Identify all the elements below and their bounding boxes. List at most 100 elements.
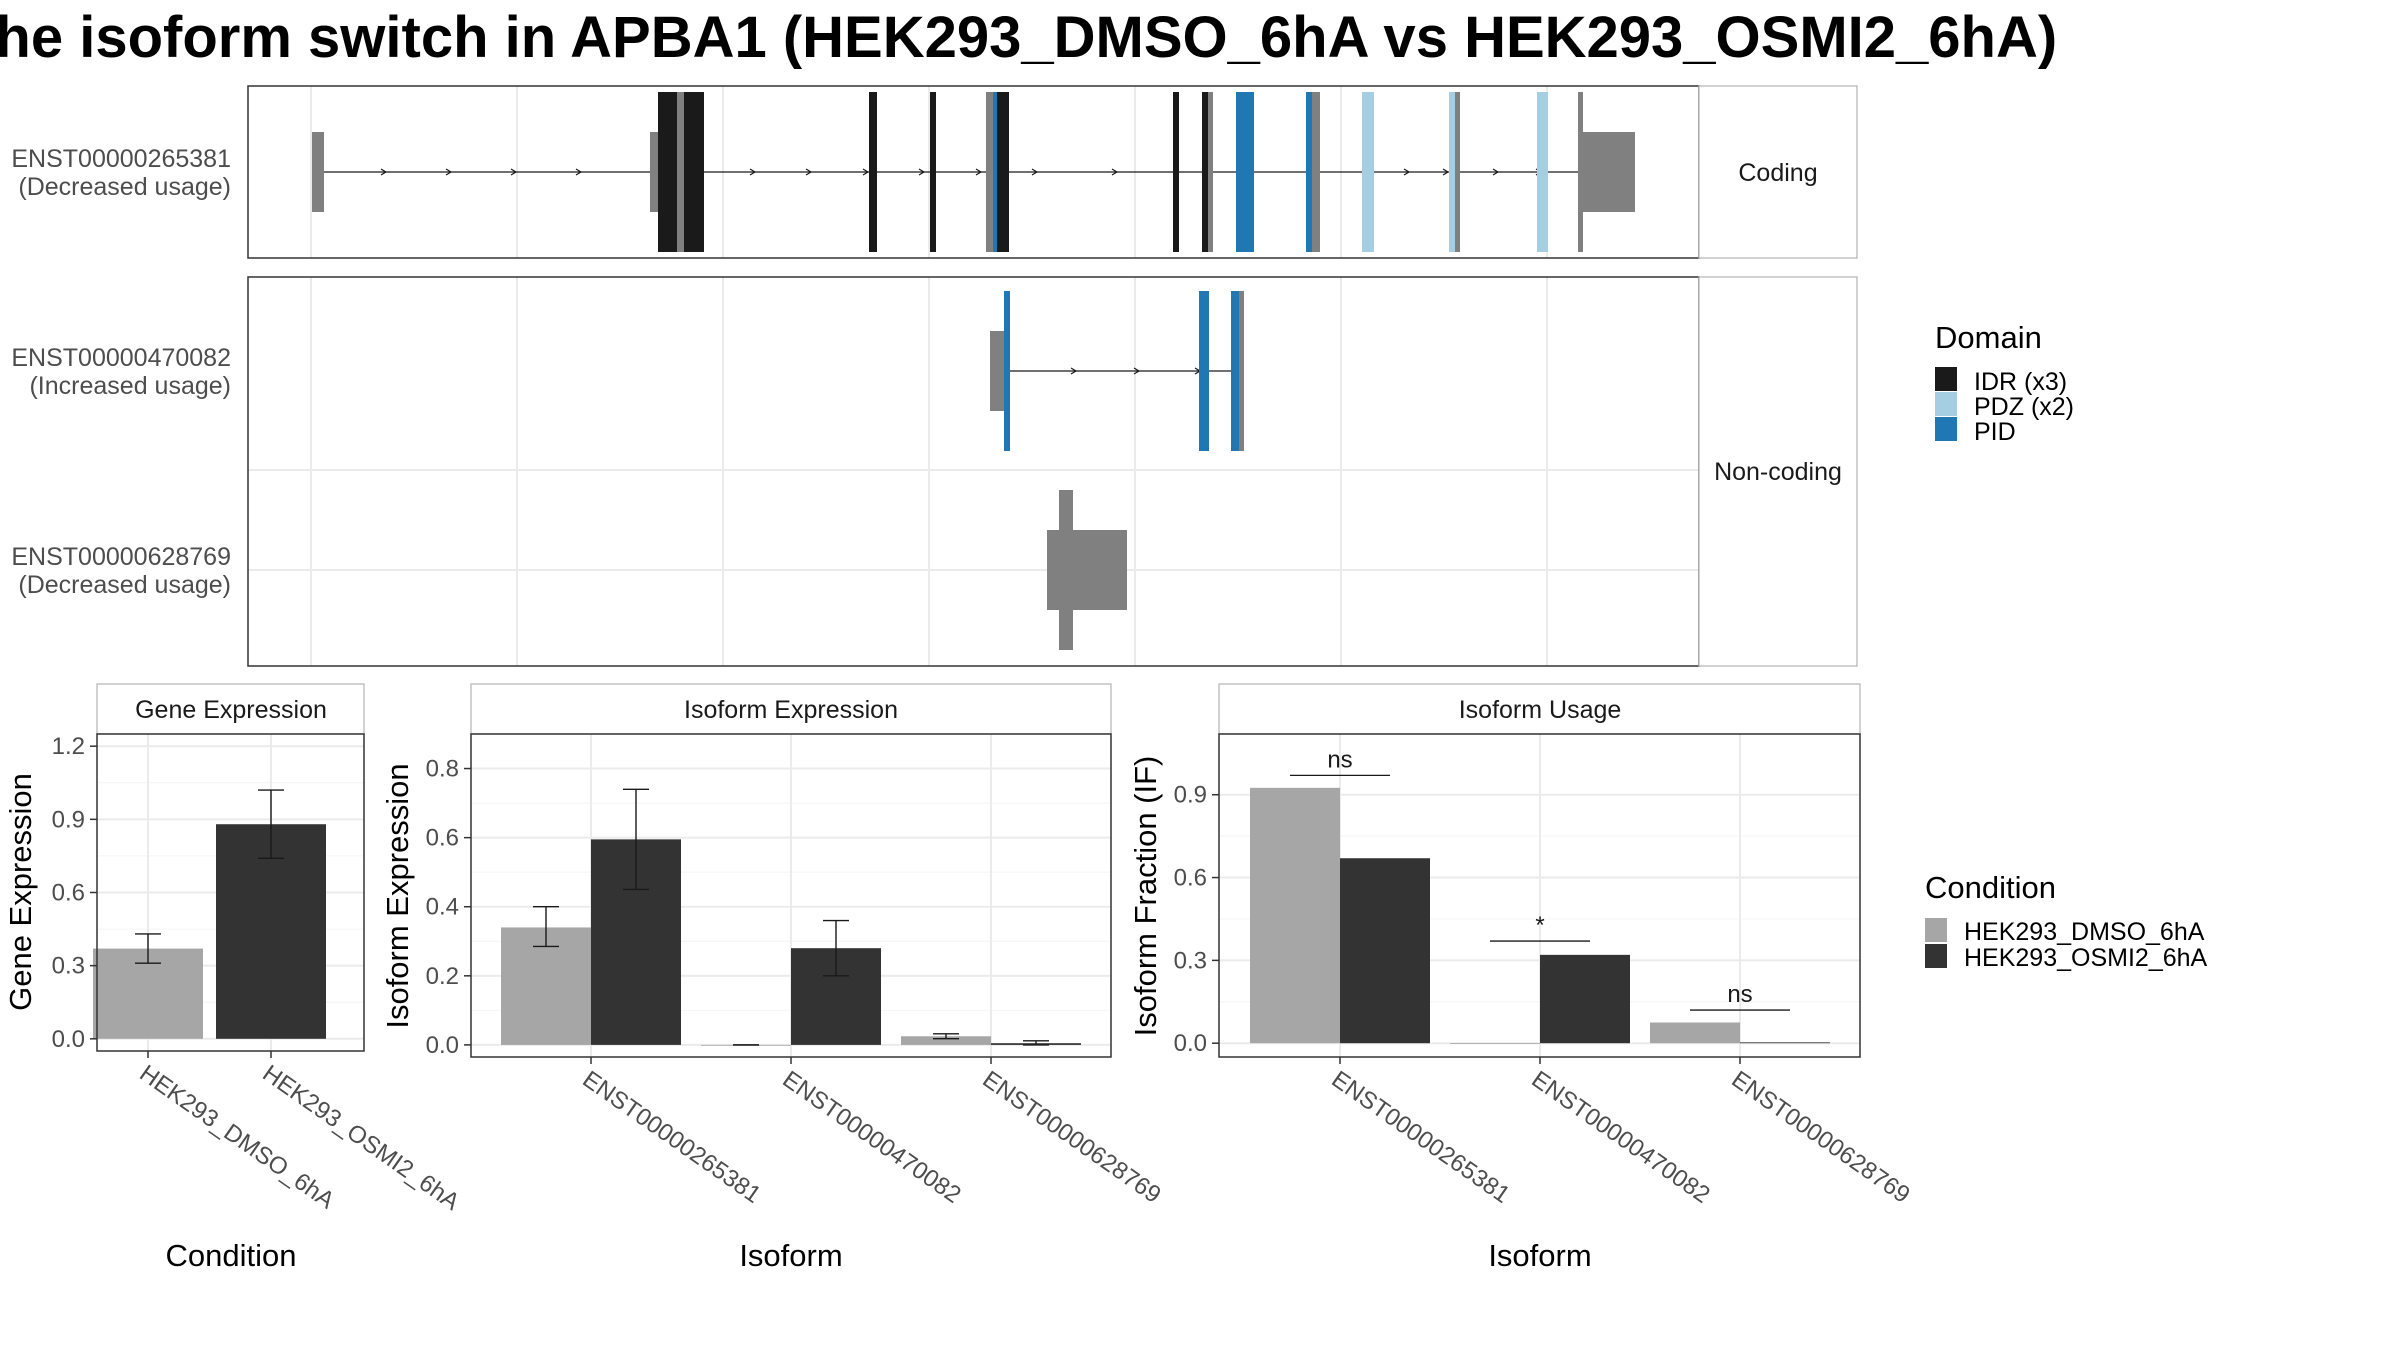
isoform-expression-xtick-label-1: ENST00000470082: [778, 1066, 966, 1209]
gene-expression-y-axis-title: Gene Expression: [3, 773, 38, 1011]
isoform-expression-strip-title: Isoform Expression: [684, 696, 898, 724]
transcript-1-exon-19: [1449, 92, 1455, 252]
transcript-1-exon-4: [677, 92, 684, 252]
transcript-1-exon-6: [869, 92, 877, 252]
transcript-1-strand-arrow-9: [1031, 168, 1039, 176]
isoform-usage-ytick-label-0: 0.0: [1174, 1030, 1207, 1057]
facet-strip-noncoding: [1698, 276, 1858, 667]
transcript-1-exon-10: [997, 92, 1001, 252]
transcript-1-strand-arrow-0: [380, 168, 388, 176]
isoform-usage-bar-osmi-2: [1740, 1042, 1830, 1044]
transcript-1-strand-arrow-10: [1111, 168, 1119, 176]
isoform-expression-ytick-label-1: 0.2: [426, 963, 459, 990]
gene-expression-ytick-label-4: 1.2: [52, 733, 85, 760]
transcript-1-exon-23: [1583, 132, 1635, 212]
transcript-1-exon-1: [650, 132, 658, 212]
domain-legend-title: Domain: [1935, 320, 2042, 355]
transcript-1-exon-18: [1362, 92, 1374, 252]
gene-expression-xtick-label-1: HEK293_OSMI2_6hA: [258, 1060, 465, 1216]
transcript-3-exon-1: [1047, 530, 1127, 610]
isoform-usage-panel: Isoform Usage ns * ns 0.0 0.3 0.6 0.9 ENST0000…: [1128, 683, 1915, 1273]
transcript-usage-2: (Increased usage): [29, 372, 231, 400]
transcript-1-exon-22: [1578, 92, 1583, 252]
legend-label-dmso: HEK293_DMSO_6hA: [1964, 918, 2205, 946]
isoform-usage-xtick-label-1: ENST00000470082: [1527, 1066, 1715, 1209]
isoform-expression-ytick-label-2: 0.4: [426, 894, 459, 921]
isoform-usage-bar-dmso-0: [1250, 787, 1340, 1044]
gene-expression-bar-1: [216, 824, 326, 1039]
transcript-2-exon-3: [1231, 291, 1239, 451]
isoform-usage-significance-label-0: ns: [1327, 746, 1352, 773]
transcript-1-exon-3: [670, 92, 678, 252]
gene-expression-strip-title: Gene Expression: [135, 696, 327, 724]
transcript-1-exon-0: [312, 132, 324, 212]
transcript-2-exon-0: [990, 331, 1004, 411]
isoform-expression-panel: Isoform Expression 0.0 0.2 0.4 0.6 0.8 ENST00…: [380, 683, 1166, 1273]
legend-label-idr: IDR (x3): [1974, 368, 2067, 396]
transcript-1-exon-20: [1455, 92, 1460, 252]
isoform-expression-x-axis-title: Isoform: [739, 1238, 842, 1273]
legend-label-pdz: PDZ (x2): [1974, 393, 2074, 421]
condition-legend-title: Condition: [1925, 870, 2056, 905]
transcript-1-exon-13: [1202, 92, 1208, 252]
legend-key-osmi: [1925, 944, 1947, 968]
transcript-1-exon-14: [1208, 92, 1213, 252]
transcript-1-exon-9: [993, 92, 997, 252]
legend-label-pid: PID: [1974, 418, 2016, 446]
isoform-expression-xtick-label-0: ENST00000265381: [578, 1066, 766, 1209]
transcript-1-exon-16: [1306, 92, 1312, 252]
legend-label-osmi: HEK293_OSMI2_6hA: [1964, 944, 2208, 972]
isoform-usage-strip-title: Isoform Usage: [1459, 696, 1622, 724]
transcript-1-exon-17: [1312, 92, 1320, 252]
legend-key-pid: [1935, 417, 1957, 441]
facet-label-noncoding: Non-coding: [1714, 458, 1842, 486]
isoform-expression-xtick-label-2: ENST00000628769: [978, 1066, 1166, 1209]
isoform-usage-significance-label-1: *: [1535, 912, 1544, 939]
transcript-1-exon-12: [1173, 92, 1179, 252]
figure-title: The isoform switch in APBA1 (HEK293_DMSO…: [0, 5, 2057, 70]
domain-legend: Domain IDR (x3) PDZ (x2) PID: [1935, 320, 2074, 446]
isoform-usage-ytick-label-2: 0.6: [1174, 865, 1207, 892]
isoform-expression-bars: [501, 788, 1081, 1046]
isoform-expression-y-axis-title: Isoform Expression: [380, 763, 415, 1028]
transcript-2-exon-1: [1004, 291, 1010, 451]
facet-strip-coding: [1698, 85, 1858, 259]
isoform-usage-significance-label-2: ns: [1727, 981, 1752, 1008]
transcript-1-strand-arrow-5: [805, 168, 813, 176]
gene-expression-ytick-label-2: 0.6: [52, 880, 85, 907]
isoform-usage-bar-dmso-1: [1450, 1043, 1540, 1044]
legend-key-pdz: [1935, 392, 1957, 416]
transcript-1-exon-2: [658, 92, 670, 252]
transcript-1-exon-5: [684, 92, 704, 252]
transcript-1-strand-arrow-6: [862, 168, 870, 176]
isoform-usage-x-axis-title: Isoform: [1488, 1238, 1591, 1273]
gene-expression-xtick-label-0: HEK293_DMSO_6hA: [135, 1060, 340, 1214]
isoform-usage-ytick-label-1: 0.3: [1174, 947, 1207, 974]
gene-expression-ytick-label-0: 0.0: [52, 1026, 85, 1053]
structure-noncoding-panel-bg: [248, 277, 1699, 666]
gene-expression-ytick-label-3: 0.9: [52, 806, 85, 833]
transcript-1-strand-arrow-3: [575, 168, 583, 176]
transcript-1-strand-arrow-8: [975, 168, 983, 176]
transcript-usage-1: (Decreased usage): [18, 173, 231, 201]
isoform-expression-ytick-label-4: 0.8: [426, 756, 459, 783]
gene-expression-ytick-label-1: 0.3: [52, 953, 85, 980]
isoform-usage-bar-dmso-2: [1650, 1022, 1740, 1044]
transcript-1-strand-arrow-12: [1442, 168, 1450, 176]
transcript-1-strand-arrow-1: [445, 168, 453, 176]
isoform-usage-bars: ns * ns: [1250, 746, 1830, 1044]
transcript-1-exon-8: [986, 92, 993, 252]
gene-expression-strip: [96, 683, 365, 735]
legend-key-idr: [1935, 367, 1957, 391]
isoform-expression-bar-dmso-2: [901, 1036, 991, 1045]
transcript-1-exon-7: [930, 92, 936, 252]
transcript-1-strand-arrow-11: [1403, 168, 1411, 176]
isoform-expression-strip: [470, 683, 1112, 735]
transcript-2-exon-2: [1199, 291, 1209, 451]
transcript-id-1: ENST00000265381: [11, 145, 231, 173]
isoform-usage-ytick-label-3: 0.9: [1174, 782, 1207, 809]
isoform-usage-strip: [1218, 683, 1861, 735]
structure-marks: [312, 92, 1635, 650]
transcript-2-strand-arrow-1: [1133, 367, 1141, 375]
